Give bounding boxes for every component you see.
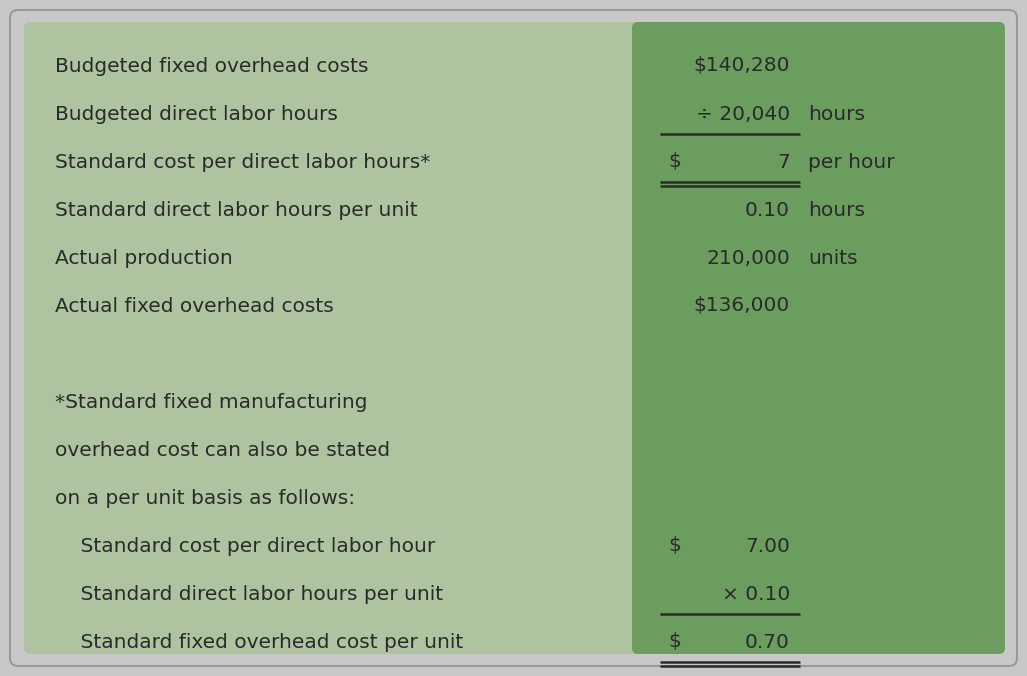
Text: Actual fixed overhead costs: Actual fixed overhead costs: [55, 297, 334, 316]
Text: Actual production: Actual production: [55, 249, 233, 268]
Text: 7.00: 7.00: [746, 537, 790, 556]
Text: Standard fixed overhead cost per unit: Standard fixed overhead cost per unit: [55, 633, 463, 652]
Text: overhead cost can also be stated: overhead cost can also be stated: [55, 441, 390, 460]
Text: 0.10: 0.10: [745, 201, 790, 220]
Text: $: $: [668, 153, 681, 172]
Text: $140,280: $140,280: [693, 57, 790, 76]
Text: Standard cost per direct labor hour: Standard cost per direct labor hour: [55, 537, 435, 556]
Text: hours: hours: [808, 201, 865, 220]
Text: $136,000: $136,000: [694, 297, 790, 316]
Text: hours: hours: [808, 105, 865, 124]
Text: ÷ 20,040: ÷ 20,040: [696, 105, 790, 124]
Text: units: units: [808, 249, 858, 268]
Text: *Standard fixed manufacturing: *Standard fixed manufacturing: [55, 393, 368, 412]
FancyBboxPatch shape: [632, 22, 1005, 654]
Text: Standard direct labor hours per unit: Standard direct labor hours per unit: [55, 585, 443, 604]
Text: Standard cost per direct labor hours*: Standard cost per direct labor hours*: [55, 153, 430, 172]
Text: $: $: [668, 633, 681, 652]
Text: $: $: [668, 537, 681, 556]
FancyBboxPatch shape: [10, 10, 1017, 666]
Text: Budgeted direct labor hours: Budgeted direct labor hours: [55, 105, 338, 124]
Text: 210,000: 210,000: [707, 249, 790, 268]
Text: on a per unit basis as follows:: on a per unit basis as follows:: [55, 489, 355, 508]
FancyBboxPatch shape: [24, 22, 651, 654]
Text: × 0.10: × 0.10: [722, 585, 790, 604]
Text: Standard direct labor hours per unit: Standard direct labor hours per unit: [55, 201, 418, 220]
Text: 7: 7: [777, 153, 790, 172]
Text: 0.70: 0.70: [746, 633, 790, 652]
Text: Budgeted fixed overhead costs: Budgeted fixed overhead costs: [55, 57, 369, 76]
Text: per hour: per hour: [808, 153, 895, 172]
